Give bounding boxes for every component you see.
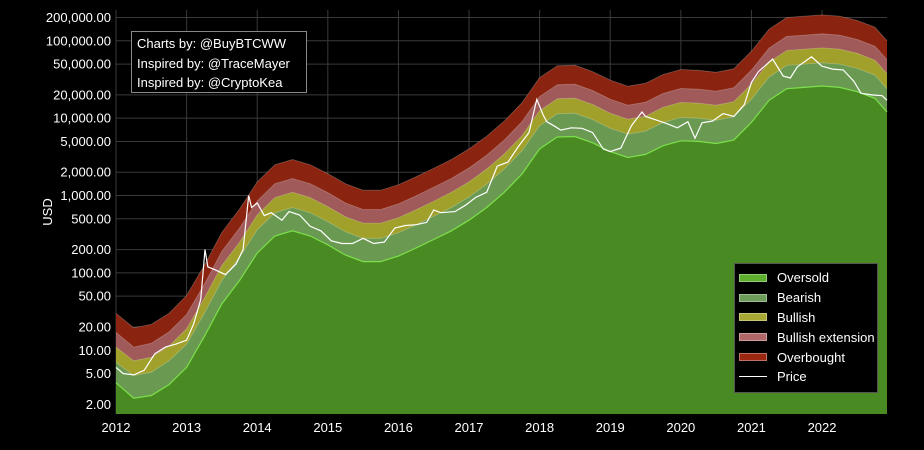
legend-item: Price xyxy=(739,367,877,387)
legend-label: Bullish xyxy=(777,309,816,325)
legend-label: Bearish xyxy=(777,290,822,306)
y-tick-label: 5,000.00 xyxy=(60,134,111,149)
legend: Oversold Bearish Bullish Bullish extension O… xyxy=(734,263,878,393)
legend-item: Overbought xyxy=(739,347,877,367)
legend-label: Overbought xyxy=(777,349,845,365)
x-tick-label: 2015 xyxy=(313,420,342,435)
y-tick-label: 2.00 xyxy=(86,397,111,412)
y-axis-label: USD xyxy=(40,198,55,225)
y-tick-label: 20,000.00 xyxy=(53,87,111,102)
band-edge xyxy=(115,14,888,329)
legend-swatch xyxy=(739,313,767,322)
x-tick-label: 2020 xyxy=(666,420,695,435)
x-tick-label: 2021 xyxy=(737,420,766,435)
band-edge xyxy=(115,62,888,377)
legend-label: Oversold xyxy=(777,270,830,286)
y-tick-label: 5.00 xyxy=(86,366,111,381)
y-tick-label: 50.00 xyxy=(78,289,111,304)
y-tick-label: 200.00 xyxy=(71,242,111,257)
x-tick-label: 2019 xyxy=(596,420,625,435)
y-tick-label: 2,000.00 xyxy=(60,165,111,180)
credit-line: Inspired by: @TraceMayer xyxy=(137,55,290,71)
credits-box: Charts by: @BuyBTCWW Inspired by: @Trace… xyxy=(131,31,307,93)
legend-item: Bullish xyxy=(739,308,877,328)
credit-line: Charts by: @BuyBTCWW xyxy=(137,36,286,51)
legend-swatch xyxy=(739,273,767,282)
y-tick-label: 20.00 xyxy=(78,319,111,334)
y-tick-label: 10,000.00 xyxy=(53,111,111,126)
y-tick-label: 200,000.00 xyxy=(46,10,111,25)
x-tick-label: 2017 xyxy=(455,420,484,435)
legend-item: Bullish extension xyxy=(739,327,877,347)
bands xyxy=(115,14,888,415)
legend-swatch xyxy=(739,333,767,342)
band-oversold xyxy=(116,86,887,414)
band-edge xyxy=(115,47,888,362)
y-tick-label: 100,000.00 xyxy=(46,33,111,48)
band-edge xyxy=(115,33,888,348)
y-tick-label: 10.00 xyxy=(78,343,111,358)
legend-swatch xyxy=(739,293,767,302)
y-tick-label: 100.00 xyxy=(71,265,111,280)
x-tick-label: 2018 xyxy=(525,420,554,435)
legend-line-swatch xyxy=(739,376,767,378)
x-tick-label: 2012 xyxy=(102,420,131,435)
y-tick-label: 50,000.00 xyxy=(53,57,111,72)
band-edge xyxy=(115,85,888,399)
y-tick-label: 1,000.00 xyxy=(60,188,111,203)
x-tick-label: 2016 xyxy=(384,420,413,435)
x-tick-label: 2013 xyxy=(172,420,201,435)
legend-label: Price xyxy=(777,369,807,385)
x-tick-label: 2014 xyxy=(243,420,272,435)
legend-label: Bullish extension xyxy=(777,329,875,345)
price-series xyxy=(115,56,888,376)
credit-line: Inspired by: @CryptoKea xyxy=(137,75,283,90)
price-line xyxy=(115,56,888,376)
legend-item: Oversold xyxy=(739,268,877,288)
y-axis: 2.00 5.00 10.00 20.00 50.00 100.00 200.00 500.0… xyxy=(46,10,111,412)
legend-swatch xyxy=(739,353,767,362)
x-tick-label: 2022 xyxy=(808,420,837,435)
y-tick-label: 500.00 xyxy=(71,211,111,226)
legend-item: Bearish xyxy=(739,288,877,308)
x-axis: 2012 2013 2014 2015 2016 2017 2018 2019 2020 2021… xyxy=(102,420,837,435)
